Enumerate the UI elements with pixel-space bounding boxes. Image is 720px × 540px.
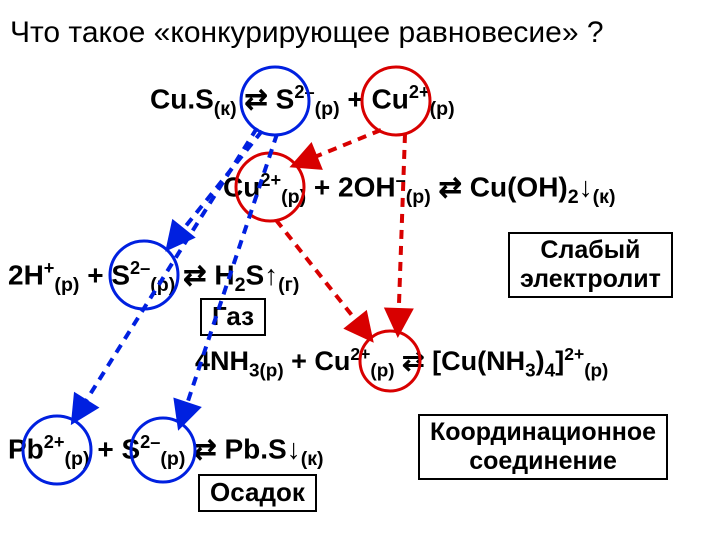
- weak-electrolyte-label: Слабыйэлектролит: [508, 232, 673, 298]
- eq2: Cu2+(р) + 2OH–(р) ⇄ Cu(OH)2↓(к): [223, 170, 616, 209]
- eq3: 2H+(р) + S2–(р) ⇄ H2S↑(г): [8, 258, 299, 297]
- eq1: Cu.S(к) ⇄ S2–(р) + Cu2+(р): [150, 82, 455, 121]
- title: Что такое «конкурирующее равновесие» ?: [10, 16, 604, 50]
- eq4: 4NH3(р) + Cu2+(р) ⇄ [Cu(NH3)4]2+(р): [195, 344, 608, 382]
- diagram-stage: Что такое «конкурирующее равновесие» ? C…: [0, 0, 720, 540]
- coord-label: Координационноесоединение: [418, 414, 668, 480]
- gas-label: Газ: [200, 298, 266, 336]
- eq5: Pb2+(р) + S2–(р) ⇄ Pb.S↓(к): [8, 432, 324, 471]
- precipitate-label: Осадок: [198, 474, 317, 512]
